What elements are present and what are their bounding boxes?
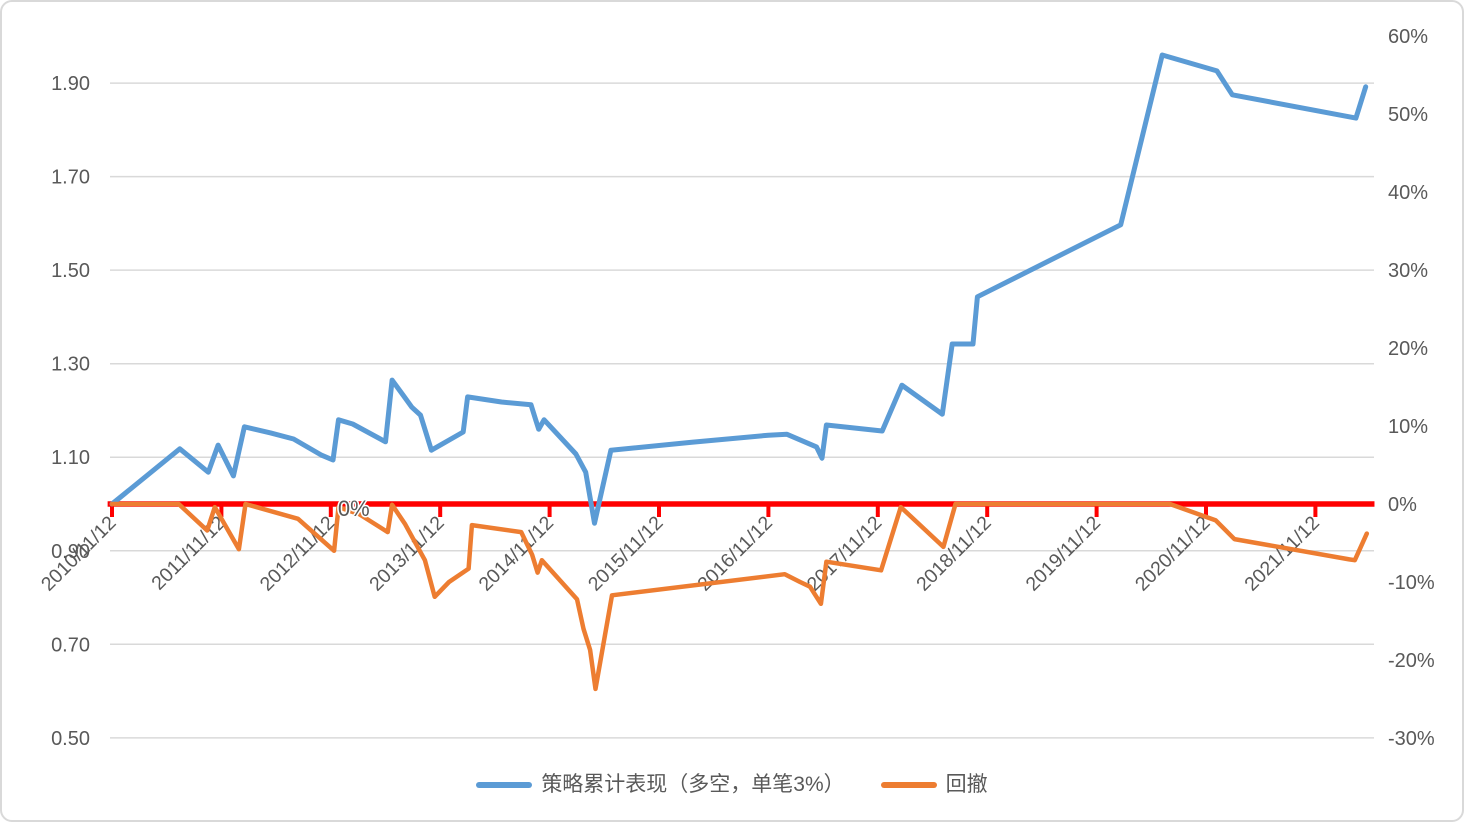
zero-percent-label: 0% bbox=[338, 496, 370, 521]
left-axis-tick-label: 1.50 bbox=[51, 260, 90, 282]
right-axis-tick-label: 10% bbox=[1388, 416, 1428, 438]
strategy-line bbox=[109, 52, 1369, 526]
x-axis-tick-label: 2014/11/12 bbox=[475, 512, 559, 596]
left-axis-tick-label: 1.30 bbox=[51, 354, 90, 376]
x-axis-tick-label: 2017/11/12 bbox=[803, 512, 887, 596]
legend-item-strategy: 策略累计表现（多空，单笔3%） bbox=[476, 773, 845, 796]
legend-label-drawdown: 回撤 bbox=[945, 773, 988, 796]
legend-item-drawdown: 回撤 bbox=[880, 773, 988, 796]
left-axis-tick-label: 1.90 bbox=[51, 73, 90, 95]
right-axis-tick-label: -30% bbox=[1388, 728, 1435, 750]
right-axis-tick-label: -10% bbox=[1388, 572, 1435, 594]
drawdown-line bbox=[109, 501, 1370, 692]
right-axis-tick-label: 50% bbox=[1388, 104, 1428, 126]
left-axis-tick-label: 1.10 bbox=[51, 447, 90, 469]
left-axis-tick-label: 0.70 bbox=[51, 634, 90, 656]
legend-label-strategy: 策略累计表现（多空，单笔3%） bbox=[541, 773, 845, 796]
x-axis-tick-label: 2010/11/12 bbox=[37, 512, 121, 596]
strategy-line-swatch bbox=[476, 781, 533, 788]
right-axis-tick-label: 20% bbox=[1388, 338, 1428, 360]
right-axis-tick-label: -20% bbox=[1388, 650, 1435, 672]
x-axis-tick-label: 2012/11/12 bbox=[256, 512, 340, 596]
left-axis-tick-label: 0.90 bbox=[51, 541, 90, 563]
drawdown-line-swatch bbox=[880, 781, 937, 788]
left-axis-tick-label: 1.70 bbox=[51, 167, 90, 189]
right-axis-tick-label: 40% bbox=[1388, 182, 1428, 204]
x-axis-tick-label: 2020/11/12 bbox=[1131, 512, 1215, 596]
left-axis-tick-label: 0.50 bbox=[51, 728, 90, 750]
x-axis-tick-label: 2018/11/12 bbox=[912, 512, 996, 596]
right-axis-tick-label: 30% bbox=[1388, 260, 1428, 282]
x-axis-tick-label: 2019/11/12 bbox=[1022, 512, 1106, 596]
chart-legend: 策略累计表现（多空，单笔3%） 回撤 bbox=[2, 774, 1462, 795]
x-axis-tick-label: 2011/11/12 bbox=[147, 512, 230, 595]
right-axis-tick-label: 60% bbox=[1388, 26, 1428, 48]
right-axis-tick-label: 0% bbox=[1388, 494, 1417, 516]
